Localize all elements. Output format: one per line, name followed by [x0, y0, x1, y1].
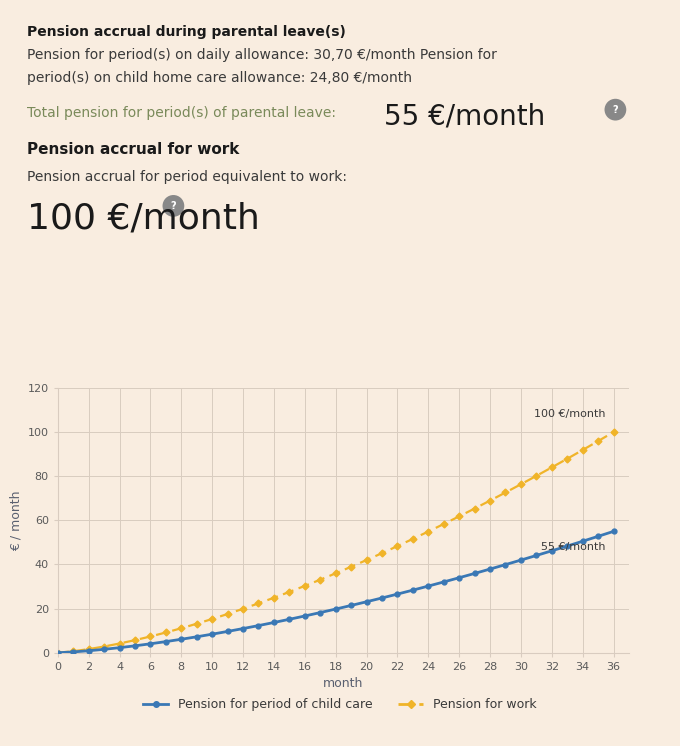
Pension for work: [116, 639, 124, 648]
Pension for period of child care: [378, 594, 386, 603]
Pension for work: [471, 504, 479, 513]
Pension for period of child care: [362, 598, 371, 606]
Text: ?: ?: [171, 201, 176, 211]
Text: Total pension for period(s) of parental leave:: Total pension for period(s) of parental …: [27, 106, 336, 120]
Pension for period of child care: [316, 608, 324, 617]
Pension for work: [362, 556, 371, 565]
Line: Pension for work: Pension for work: [55, 430, 616, 655]
Pension for work: [270, 593, 278, 602]
Pension for period of child care: [471, 569, 479, 578]
Pension for period of child care: [100, 645, 108, 653]
Text: 100 €/month: 100 €/month: [534, 409, 606, 419]
Pension for period of child care: [455, 573, 463, 582]
Pension for work: [378, 548, 386, 557]
Pension for period of child care: [224, 627, 232, 636]
Pension for work: [54, 648, 62, 657]
Pension for period of child care: [270, 618, 278, 627]
Pension for work: [486, 496, 494, 505]
Pension for period of child care: [301, 612, 309, 621]
Pension for work: [332, 569, 340, 578]
Pension for period of child care: [609, 527, 617, 536]
Text: 100 €/month: 100 €/month: [27, 201, 260, 236]
Y-axis label: € / month: € / month: [9, 490, 22, 551]
Pension for period of child care: [239, 624, 247, 633]
Pension for work: [316, 575, 324, 584]
Text: period(s) on child home care allowance: 24,80 €/month: period(s) on child home care allowance: …: [27, 71, 412, 85]
Pension for period of child care: [131, 642, 139, 651]
Pension for period of child care: [393, 589, 401, 598]
Pension for period of child care: [54, 648, 62, 657]
Text: Pension accrual during parental leave(s): Pension accrual during parental leave(s): [27, 25, 346, 40]
Pension for work: [563, 454, 571, 463]
Pension for period of child care: [579, 536, 587, 545]
Text: 55 €/month: 55 €/month: [541, 542, 606, 552]
Pension for period of child care: [146, 639, 154, 648]
Line: Pension for period of child care: Pension for period of child care: [55, 529, 616, 655]
Pension for period of child care: [84, 646, 92, 655]
Pension for period of child care: [347, 601, 355, 610]
Pension for work: [192, 619, 201, 628]
Pension for period of child care: [162, 637, 170, 646]
Legend: Pension for period of child care, Pension for work: Pension for period of child care, Pensio…: [138, 694, 542, 716]
Pension for period of child care: [440, 577, 448, 586]
Pension for period of child care: [563, 542, 571, 551]
Pension for work: [239, 604, 247, 613]
Text: 55 €/month: 55 €/month: [384, 103, 545, 131]
Pension for work: [517, 480, 525, 489]
Pension for period of child care: [517, 556, 525, 565]
Pension for work: [547, 463, 556, 472]
Pension for period of child care: [208, 630, 216, 639]
Text: ?: ?: [613, 104, 618, 115]
Pension for work: [393, 542, 401, 551]
Pension for period of child care: [532, 551, 541, 560]
Pension for period of child care: [424, 582, 432, 591]
Pension for period of child care: [254, 621, 262, 630]
Pension for work: [286, 587, 294, 596]
Pension for period of child care: [177, 635, 186, 644]
Pension for work: [579, 445, 587, 454]
Pension for work: [254, 599, 262, 608]
Pension for work: [100, 642, 108, 651]
X-axis label: month: month: [323, 677, 364, 690]
Pension for period of child care: [69, 648, 78, 656]
Pension for work: [208, 615, 216, 624]
Pension for work: [84, 645, 92, 653]
Pension for period of child care: [332, 604, 340, 613]
Pension for period of child care: [192, 633, 201, 642]
Pension for period of child care: [594, 532, 602, 541]
Pension for work: [162, 628, 170, 637]
Pension for work: [131, 636, 139, 645]
Pension for work: [532, 471, 541, 480]
Pension for work: [409, 534, 417, 543]
Text: Pension accrual for work: Pension accrual for work: [27, 142, 239, 157]
Pension for work: [347, 562, 355, 571]
Pension for work: [455, 512, 463, 521]
Pension for work: [424, 527, 432, 536]
Pension for work: [440, 519, 448, 528]
Pension for work: [177, 624, 186, 633]
Pension for period of child care: [547, 546, 556, 555]
Pension for period of child care: [116, 643, 124, 652]
Pension for work: [609, 427, 617, 436]
Ellipse shape: [163, 195, 184, 217]
Pension for work: [501, 488, 509, 497]
Text: Pension for period(s) on daily allowance: 30,70 €/month Pension for: Pension for period(s) on daily allowance…: [27, 48, 497, 63]
Pension for work: [594, 436, 602, 445]
Pension for work: [301, 581, 309, 590]
Pension for work: [146, 632, 154, 641]
Pension for period of child care: [486, 565, 494, 574]
Text: Pension accrual for period equivalent to work:: Pension accrual for period equivalent to…: [27, 170, 347, 184]
Pension for period of child care: [409, 586, 417, 595]
Pension for work: [224, 609, 232, 618]
Ellipse shape: [605, 98, 626, 121]
Pension for work: [69, 647, 78, 656]
Pension for period of child care: [501, 560, 509, 569]
Pension for period of child care: [286, 615, 294, 624]
